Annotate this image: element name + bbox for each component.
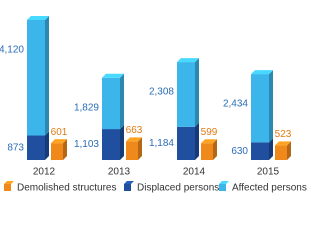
bar-side	[63, 139, 67, 160]
value-label: 1,184	[149, 138, 174, 149]
bar	[27, 20, 45, 136]
bar	[251, 142, 269, 160]
legend-label: Demolished structures	[17, 183, 116, 194]
legend-label: Displaced persons	[137, 183, 219, 194]
value-label: 1,829	[74, 102, 99, 113]
value-label: 599	[201, 127, 218, 138]
bar	[177, 62, 195, 127]
bar	[27, 135, 45, 160]
x-tick-label: 2012	[33, 167, 56, 178]
bar-side	[120, 73, 124, 130]
bar	[51, 143, 63, 160]
legend-swatch	[219, 184, 226, 191]
chart: 873 4,120 601 2012 1,103 1,829 663 2013 1,184 2,3…	[0, 16, 307, 194]
value-label: 523	[275, 129, 292, 140]
bar-side	[45, 131, 49, 160]
bar-cap	[177, 58, 199, 63]
bar	[177, 126, 195, 160]
legend-swatch	[4, 184, 11, 191]
legend-swatch-top	[124, 181, 134, 184]
legend-swatch-top	[219, 181, 229, 184]
bar	[126, 141, 138, 160]
bar	[102, 129, 120, 160]
bar	[275, 145, 287, 160]
value-label: 2,434	[223, 99, 248, 110]
value-label: 4,120	[0, 45, 24, 56]
value-label: 630	[231, 146, 248, 157]
bar-side	[269, 138, 273, 160]
bar-cap	[251, 70, 273, 75]
legend-swatch	[124, 184, 131, 191]
bar-side	[287, 141, 291, 160]
bar-cap	[126, 137, 142, 142]
value-label: 601	[51, 127, 68, 138]
bar-side	[138, 137, 142, 160]
bar-cap	[201, 139, 217, 144]
value-label: 663	[126, 125, 143, 136]
value-label: 873	[7, 142, 24, 153]
value-label: 1,103	[74, 139, 99, 150]
bar	[201, 143, 213, 160]
legend-swatch-top	[4, 181, 14, 184]
bar-cap	[275, 141, 291, 146]
bar-side	[195, 58, 199, 127]
bar-cap	[51, 139, 67, 144]
bar	[102, 77, 120, 130]
bar-side	[120, 125, 124, 160]
bar-side	[269, 70, 273, 143]
x-tick-label: 2014	[183, 167, 206, 178]
bar-side	[213, 139, 217, 160]
bar	[251, 74, 269, 143]
value-label: 2,308	[149, 87, 174, 98]
x-tick-label: 2015	[257, 167, 280, 178]
bar-cap	[102, 73, 124, 78]
legend-label: Affected persons	[232, 183, 307, 194]
bar-cap	[27, 16, 49, 20]
bar-side	[195, 122, 199, 160]
x-tick-label: 2013	[108, 167, 131, 178]
bar-side	[45, 16, 49, 136]
